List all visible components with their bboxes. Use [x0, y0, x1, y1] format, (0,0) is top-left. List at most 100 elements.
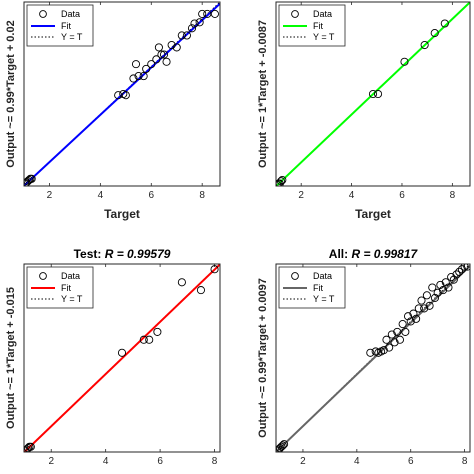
data-point: [153, 327, 162, 336]
legend-yt-label: Y = T: [61, 32, 83, 42]
data-point: [420, 304, 429, 313]
data-point: [131, 60, 141, 69]
y-axis-label: Output ~= 0.99*Target + 0.02: [5, 20, 17, 167]
data-point: [159, 50, 169, 59]
data-point: [455, 267, 464, 276]
x-tick-label: 6: [408, 456, 414, 467]
axes-box: [275, 263, 471, 453]
data-point: [387, 330, 396, 339]
data-point: [134, 72, 143, 81]
data-point: [393, 327, 402, 336]
legend-yt-label: Y = T: [61, 294, 83, 304]
x-tick-label: 2: [48, 456, 54, 467]
data-point: [278, 175, 287, 185]
data-point: [210, 265, 219, 274]
data-point: [463, 264, 470, 271]
data-point: [172, 43, 181, 52]
data-point: [412, 314, 421, 323]
data-point: [417, 296, 426, 305]
legend-data-label: Data: [61, 9, 80, 19]
chart-title-value: R = 0.99579: [105, 247, 171, 261]
chart-title-prefix: All:: [329, 247, 352, 261]
data-point: [187, 24, 197, 33]
data-point: [366, 348, 375, 357]
data-point: [406, 317, 415, 326]
x-tick-label: 4: [349, 190, 355, 201]
data-point: [280, 440, 289, 449]
data-point: [278, 441, 287, 450]
data-point: [403, 312, 413, 321]
legend-data-marker: [291, 272, 299, 280]
data-point: [195, 18, 204, 27]
legend-yt-label: Y = T: [313, 32, 335, 42]
x-tick-label: 6: [148, 190, 154, 201]
data-point: [436, 280, 445, 289]
data-point: [440, 19, 449, 28]
data-point: [420, 40, 429, 50]
data-point: [210, 9, 219, 18]
data-point: [276, 177, 286, 186]
data-point: [382, 335, 391, 344]
x-tick-label: 6: [399, 190, 405, 201]
axes-box: [23, 1, 221, 187]
fit-line: [276, 265, 470, 452]
lines-group: [24, 2, 220, 186]
legend-fit-label: Fit: [313, 283, 323, 293]
data-point: [121, 91, 130, 100]
data-point: [147, 60, 156, 69]
data-point: [190, 19, 199, 28]
data-point: [398, 320, 407, 329]
data-point: [154, 43, 163, 52]
data-point: [425, 301, 434, 310]
data-point: [152, 55, 161, 64]
data-point: [167, 40, 176, 50]
axes-box: [275, 1, 471, 187]
data-point: [414, 304, 423, 313]
x-axis-label: Target: [104, 207, 140, 221]
legend-data-marker: [39, 272, 47, 280]
data-point: [198, 9, 207, 18]
axes-box: [23, 263, 221, 453]
data-point: [26, 442, 35, 451]
data-point: [379, 346, 388, 355]
data-point: [157, 50, 166, 59]
x-tick-label: 4: [354, 456, 360, 467]
x-tick-label: 4: [103, 456, 109, 467]
data-point: [27, 174, 36, 183]
data-point: [182, 31, 191, 40]
data-point: [449, 275, 458, 284]
data-point: [457, 265, 466, 274]
data-point: [373, 89, 383, 99]
x-tick-label: 8: [212, 456, 218, 467]
legend-data-marker: [39, 10, 47, 18]
data-point: [430, 29, 439, 38]
data-point: [433, 288, 442, 297]
data-point: [24, 445, 31, 452]
data-point: [368, 89, 378, 99]
x-tick-label: 4: [98, 190, 104, 201]
chart-title: Test: R = 0.99579: [74, 247, 171, 261]
data-point: [428, 283, 437, 292]
data-point: [145, 335, 154, 344]
data-point: [139, 335, 148, 344]
data-point: [447, 273, 456, 282]
x-tick-label: 2: [298, 190, 304, 201]
fit-line: [24, 264, 220, 452]
x-tick-label: 8: [462, 456, 468, 467]
data-point: [277, 442, 286, 451]
data-point: [142, 64, 151, 73]
data-point: [162, 57, 171, 66]
data-point: [409, 309, 418, 318]
data-point: [439, 286, 448, 295]
y-axis-label: Output ~= 1*Target + -0.015: [5, 287, 17, 429]
data-point: [390, 338, 399, 347]
x-tick-label: 8: [199, 190, 205, 201]
legend-data-label: Data: [61, 271, 80, 281]
fit-line: [276, 2, 470, 186]
data-point: [422, 291, 431, 300]
lines-group: [276, 2, 470, 186]
